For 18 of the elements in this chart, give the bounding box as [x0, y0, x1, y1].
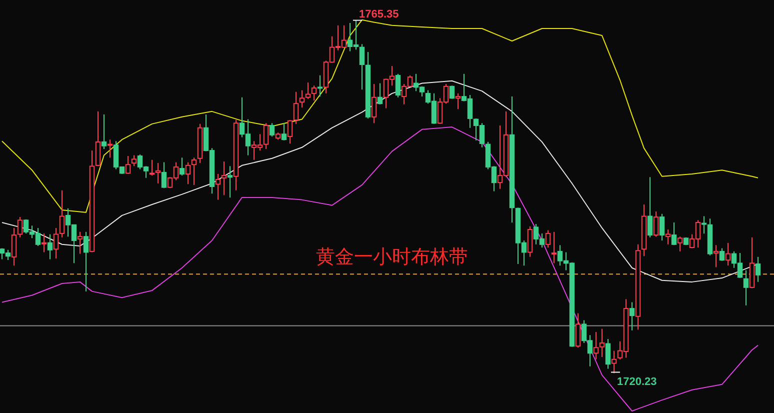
- candlestick: [107, 139, 113, 158]
- candlestick: [509, 96, 515, 223]
- title: 黄金一小时布林带: [316, 246, 468, 268]
- candlestick: [743, 270, 749, 306]
- candlestick: [641, 204, 647, 257]
- candlestick: [47, 234, 53, 260]
- candlestick: [215, 173, 221, 200]
- annotation: 1765.35: [359, 8, 399, 20]
- candlestick: [713, 244, 719, 268]
- candlestick: [359, 44, 365, 90]
- annotation: 1720.23: [617, 376, 657, 388]
- candlestick: [227, 166, 233, 198]
- candlestick: [221, 160, 227, 196]
- candlestick: [725, 242, 731, 266]
- candlestick: [551, 231, 557, 264]
- candlestick: [11, 227, 17, 266]
- candlestick: [317, 74, 323, 98]
- candlestick: [755, 256, 761, 282]
